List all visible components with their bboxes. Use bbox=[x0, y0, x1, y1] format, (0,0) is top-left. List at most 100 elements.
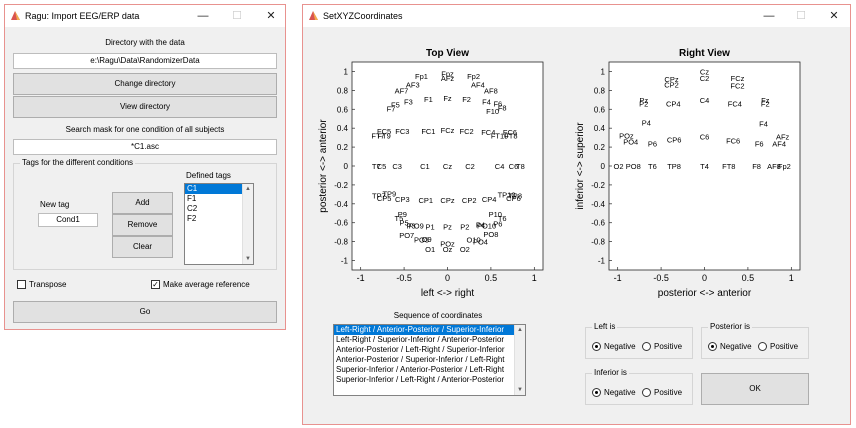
tags-group: Tags for the different conditions New ta… bbox=[13, 158, 277, 270]
right-view-x-tick-label: 0.5 bbox=[742, 273, 755, 283]
right-view-electrode-label: PO8 bbox=[626, 162, 641, 171]
right-view-y-tick-label: -0.4 bbox=[591, 200, 605, 209]
list-item[interactable]: Superior-Inferior / Left-Right / Anterio… bbox=[336, 375, 505, 384]
list-item[interactable]: Anterior-Posterior / Superior-Inferior /… bbox=[336, 355, 505, 364]
minimize-icon[interactable]: — bbox=[763, 10, 775, 22]
top-view-electrode-label: CP5 bbox=[377, 194, 392, 203]
top-view-electrode-label: FC3 bbox=[395, 127, 409, 136]
new-tag-field[interactable]: Cond1 bbox=[38, 213, 98, 227]
scrollbar[interactable]: ▲ ▼ bbox=[514, 325, 525, 395]
scroll-up-icon[interactable]: ▲ bbox=[245, 186, 251, 192]
go-button[interactable]: Go bbox=[13, 301, 277, 323]
top-view-x-tick-label: -1 bbox=[357, 273, 365, 283]
list-item[interactable]: Left-Right / Anterior-Posterior / Superi… bbox=[334, 325, 525, 335]
left-positive-label: Positive bbox=[654, 342, 683, 351]
list-item[interactable]: C2 bbox=[187, 204, 198, 213]
directory-field[interactable]: e:\Ragu\Data\RandomizerData bbox=[13, 53, 277, 69]
right-view-electrode-label: FCz bbox=[731, 74, 745, 83]
top-view-x-tick-label: -0.5 bbox=[396, 273, 412, 283]
add-button[interactable]: Add bbox=[112, 192, 173, 214]
top-view-electrode-label: P5 bbox=[399, 219, 408, 228]
top-view-y-tick-label: 0.4 bbox=[337, 124, 349, 133]
right-view-axes bbox=[608, 61, 801, 271]
remove-button[interactable]: Remove bbox=[112, 214, 173, 236]
right-view-electrode-label: P2 bbox=[639, 100, 648, 109]
close-icon[interactable]: ✕ bbox=[829, 10, 839, 22]
top-view-electrode-label: Oz bbox=[443, 245, 453, 254]
sequence-list[interactable]: Left-Right / Anterior-Posterior / Superi… bbox=[333, 324, 526, 396]
plots-area: -1 -0.5 0 0.5 1 1 0.8 0.6 0.4 0.2 0 -0.2 -0.4 -0.6 -0.… bbox=[318, 48, 801, 299]
minimize-icon[interactable]: — bbox=[197, 10, 209, 22]
top-view-electrode-label: FT10 bbox=[491, 132, 509, 141]
posterior-is-group: Posterior is Negative Positive bbox=[701, 322, 809, 359]
defined-tags-list[interactable]: C1 F1 C2 F2 ▲ ▼ bbox=[184, 183, 254, 265]
list-item[interactable]: C1 bbox=[185, 184, 253, 194]
right-view-title: Right View bbox=[679, 48, 730, 59]
inferior-negative-radio[interactable] bbox=[592, 388, 601, 397]
posterior-positive-radio[interactable] bbox=[758, 342, 767, 351]
list-item[interactable]: Left-Right / Superior-Inferior / Anterio… bbox=[336, 335, 505, 344]
inferior-positive-radio[interactable] bbox=[642, 388, 651, 397]
right-view-electrode-label: Fp2 bbox=[778, 162, 791, 171]
top-view-x-tick-label: 1 bbox=[532, 273, 537, 283]
right-view-x-tick-label: -0.5 bbox=[653, 273, 669, 283]
posterior-negative-radio[interactable] bbox=[708, 342, 717, 351]
list-item[interactable]: F1 bbox=[187, 194, 197, 203]
top-view-electrode-label: PO8 bbox=[483, 230, 498, 239]
title-bar: Ragu: Import EEG/ERP data — ☐ ✕ bbox=[5, 5, 285, 27]
average-reference-label: Make average reference bbox=[163, 280, 250, 289]
left-negative-radio[interactable] bbox=[592, 342, 601, 351]
right-view-electrode-label: F8 bbox=[752, 162, 761, 171]
right-view-y-tick-label: 0.4 bbox=[594, 124, 606, 133]
top-view-electrode-label: Fp1 bbox=[415, 72, 428, 81]
average-reference-checkbox[interactable]: ✓ bbox=[151, 280, 160, 289]
right-view-electrode-label: CP6 bbox=[667, 136, 682, 145]
search-mask-field[interactable]: *C1.asc bbox=[13, 139, 277, 155]
top-view-electrode-label: Cz bbox=[443, 162, 452, 171]
right-view-electrode-label: O2 bbox=[614, 162, 624, 171]
top-view-y-tick-label: -0.6 bbox=[334, 219, 348, 228]
top-view-x-label: left <-> right bbox=[421, 288, 475, 299]
change-directory-button[interactable]: Change directory bbox=[13, 73, 277, 95]
right-view-y-tick-label: 0.2 bbox=[594, 143, 606, 152]
title-bar: SetXYZCoordinates — ☐ ✕ bbox=[303, 5, 850, 27]
scroll-down-icon[interactable]: ▼ bbox=[245, 256, 251, 262]
scroll-down-icon[interactable]: ▼ bbox=[517, 387, 523, 393]
inferior-is-title: Inferior is bbox=[592, 368, 629, 377]
right-view-electrode-label: FC4 bbox=[728, 100, 742, 109]
scrollbar[interactable]: ▲ ▼ bbox=[242, 184, 253, 264]
list-item[interactable]: Superior-Inferior / Anterior-Posterior /… bbox=[336, 365, 505, 374]
top-view-electrode-label: CP1 bbox=[418, 196, 433, 205]
left-is-title: Left is bbox=[592, 322, 618, 331]
inferior-negative-label: Negative bbox=[604, 388, 636, 397]
maximize-icon[interactable]: ☐ bbox=[796, 10, 806, 22]
right-view-electrode-label: T6 bbox=[648, 162, 657, 171]
top-view-electrode-label: O10 bbox=[466, 236, 480, 245]
left-negative-label: Negative bbox=[604, 342, 636, 351]
top-view-electrode-label: Pz bbox=[443, 223, 452, 232]
right-view-electrode-label: Pz bbox=[639, 96, 648, 105]
top-view-electrode-label: FT7 bbox=[371, 132, 384, 141]
scroll-up-icon[interactable]: ▲ bbox=[517, 327, 523, 333]
left-positive-radio[interactable] bbox=[642, 342, 651, 351]
coordinates-window: SetXYZCoordinates — ☐ ✕ -1 -0.5 0 0.5 1 1 0.8 0… bbox=[302, 4, 851, 425]
top-view-electrode-label: POz bbox=[440, 240, 455, 249]
search-mask-label: Search mask for one condition of all sub… bbox=[65, 125, 225, 134]
right-view-electrode-label: CP2 bbox=[664, 81, 679, 90]
close-icon[interactable]: ✕ bbox=[266, 10, 276, 22]
right-view-electrode-label: C4 bbox=[700, 96, 710, 105]
maximize-icon[interactable]: ☐ bbox=[232, 10, 242, 22]
top-view-electrode-label: F3 bbox=[404, 98, 413, 107]
transpose-label: Transpose bbox=[29, 280, 67, 289]
top-view-electrode-label: P3 bbox=[406, 222, 415, 231]
ok-button[interactable]: OK bbox=[701, 373, 809, 405]
top-view-electrode-label: P2 bbox=[460, 223, 469, 232]
transpose-checkbox[interactable] bbox=[17, 280, 26, 289]
clear-button[interactable]: Clear bbox=[112, 236, 173, 258]
view-directory-button[interactable]: View directory bbox=[13, 96, 277, 118]
tags-group-title: Tags for the different conditions bbox=[20, 158, 136, 167]
top-view-electrode-label: F10 bbox=[486, 107, 499, 116]
list-item[interactable]: Anterior-Posterior / Left-Right / Superi… bbox=[336, 345, 505, 354]
right-view-electrode-label: Cz bbox=[700, 67, 709, 76]
list-item[interactable]: F2 bbox=[187, 214, 197, 223]
